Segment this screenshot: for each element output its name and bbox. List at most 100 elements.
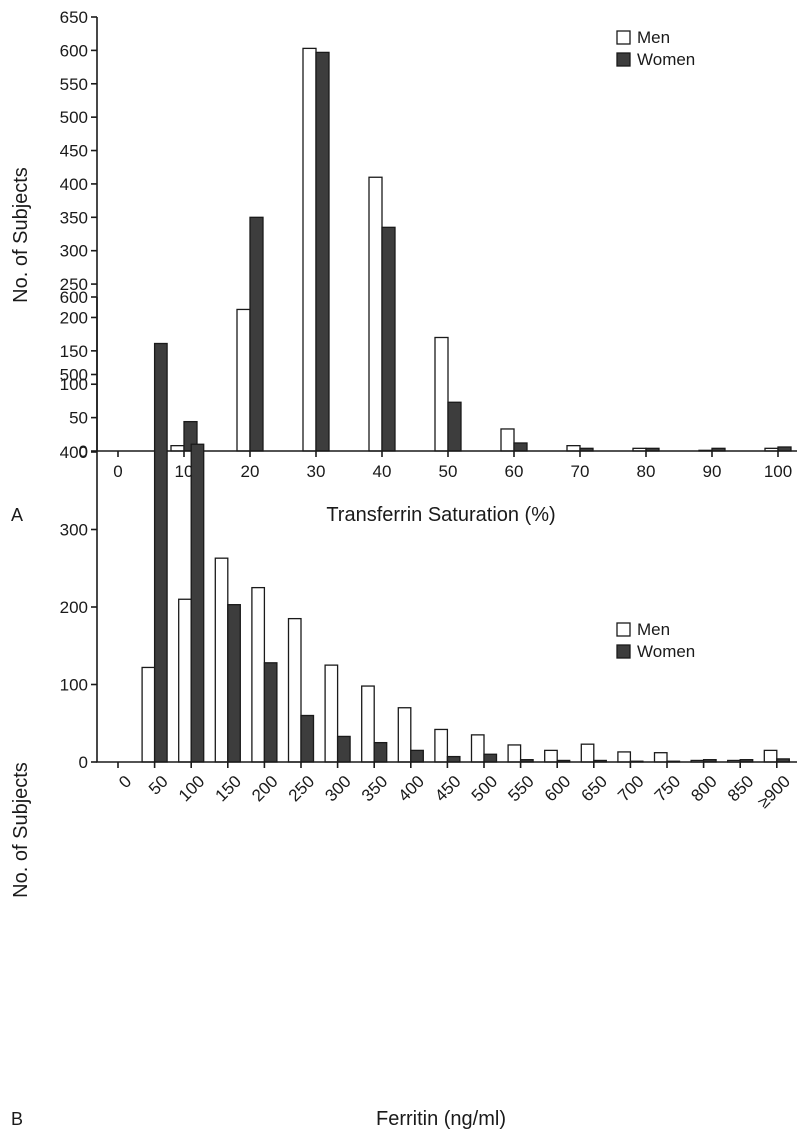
x-tick-label: 250: [285, 772, 318, 805]
bar-women-5: [447, 401, 462, 452]
bar-men-14: [617, 751, 632, 763]
x-tick-label: 450: [431, 772, 464, 805]
bar-women-7: [373, 741, 388, 763]
bar-women-6: [513, 442, 528, 452]
x-tick-label: 200: [248, 772, 281, 805]
bar-men-2: [178, 598, 192, 763]
bar-men-6: [500, 428, 515, 452]
bar-men-3: [302, 47, 317, 452]
y-tick-label: 500: [60, 366, 88, 385]
x-tick-label: 400: [395, 772, 428, 805]
y-tick-label: 200: [60, 308, 88, 327]
y-tick-label: 450: [60, 142, 88, 161]
bar-men-3: [214, 557, 229, 763]
x-tick-label: 650: [578, 772, 611, 805]
bar-men-7: [361, 685, 375, 763]
x-tick-label: 350: [358, 772, 391, 805]
bar-men-13: [580, 743, 595, 763]
y-tick-label: 150: [60, 342, 88, 361]
bar-men-12: [544, 749, 558, 763]
legend-swatch-women: [616, 52, 631, 67]
bar-men-11: [507, 744, 522, 763]
panel-b-legend: Men Women: [616, 620, 695, 661]
bar-women-8: [410, 749, 424, 763]
legend-swatch-men: [616, 622, 631, 637]
legend-label-men: Men: [637, 28, 670, 47]
x-tick-label: 0: [115, 772, 135, 792]
legend-label-women: Women: [637, 642, 695, 661]
x-tick-label: 850: [724, 772, 757, 805]
panel-a-y-ticks: 0 50 100 150 200 250 300 350 400 450 500 550 600 650: [60, 8, 97, 461]
legend-swatch-men: [616, 30, 631, 45]
y-tick-label: 100: [60, 375, 88, 394]
x-tick-label: 10: [175, 462, 194, 481]
bar-women-1: [153, 342, 168, 763]
legend-label-men: Men: [637, 620, 670, 639]
panel-b-y-ticks: 0 100 200 300 400 500 600: [60, 288, 97, 772]
bar-men-2: [236, 308, 251, 452]
y-tick-label: 0: [79, 442, 88, 461]
bar-men-5: [287, 617, 302, 763]
x-tick-label: 100: [175, 772, 208, 805]
y-tick-label: 200: [60, 598, 88, 617]
bar-women-2: [190, 443, 205, 763]
y-tick-label: 300: [60, 521, 88, 540]
bar-women-2: [249, 216, 264, 452]
x-tick-label: 800: [687, 772, 720, 805]
x-tick-label: 50: [439, 462, 458, 481]
bar-women-4: [381, 226, 396, 452]
y-tick-label: 600: [60, 288, 88, 307]
y-tick-label: 650: [60, 8, 88, 27]
y-tick-label: 100: [60, 676, 88, 695]
x-tick-label: 50: [145, 772, 172, 799]
x-tick-label: 90: [703, 462, 722, 481]
x-axis-title: Transferrin Saturation (%): [326, 504, 555, 526]
y-tick-label: 0: [79, 753, 88, 772]
panel-label: B: [11, 1109, 23, 1129]
y-tick-label: 550: [60, 75, 88, 94]
y-tick-label: 300: [60, 242, 88, 261]
panel-a-bars: [170, 47, 792, 452]
bar-women-3: [227, 604, 241, 763]
chart-panel-a: 050100150200250300350400450500550600650 …: [10, 8, 797, 526]
bar-men-5: [434, 336, 449, 452]
bar-men-8: [397, 707, 412, 763]
x-tick-label: 70: [571, 462, 590, 481]
x-tick-label: 100: [764, 462, 792, 481]
x-tick-label: 60: [505, 462, 524, 481]
x-tick-label: 700: [614, 772, 647, 805]
bar-men-15: [653, 752, 668, 763]
bar-men-1: [141, 666, 156, 763]
legend-swatch-women: [616, 644, 631, 659]
bar-men-1: [170, 445, 185, 452]
panel-a-legend: Men Women: [616, 28, 695, 69]
bar-women-6: [336, 735, 351, 763]
x-tick-label: 0: [113, 462, 122, 481]
x-axis-title: Ferritin (ng/ml): [376, 1108, 506, 1130]
x-tick-label: 500: [468, 772, 501, 805]
y-tick-label: 400: [60, 175, 88, 194]
y-tick-label: 350: [60, 208, 88, 227]
legend-label-women: Women: [637, 50, 695, 69]
x-tick-label: 30: [307, 462, 326, 481]
bar-men-18: [763, 749, 778, 763]
bar-women-5: [300, 714, 315, 763]
panel-label: A: [11, 505, 23, 525]
bar-women-4: [263, 662, 278, 763]
y-tick-label: 400: [60, 443, 88, 462]
x-tick-label: 20: [241, 462, 260, 481]
panel-b-x-ticks: 0 50 100 150 200 250 300 350 400 450 500 550 600 650 7…: [115, 762, 794, 812]
x-tick-label: 80: [637, 462, 656, 481]
y-tick-label: 500: [60, 108, 88, 127]
bar-women-3: [315, 51, 330, 452]
bar-women-10: [483, 753, 498, 763]
x-tick-label: ≥900: [754, 772, 794, 812]
panel-b-axes: [96, 297, 797, 763]
y-tick-label: 600: [60, 41, 88, 60]
x-tick-label: 550: [504, 772, 537, 805]
y-axis-title: No. of Subjects: [10, 167, 32, 303]
bar-men-4: [251, 586, 266, 763]
bar-men-10: [470, 734, 485, 763]
